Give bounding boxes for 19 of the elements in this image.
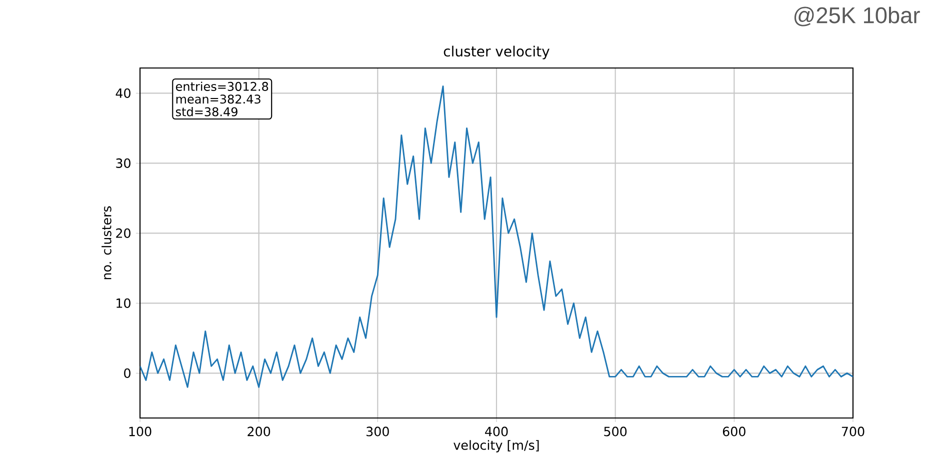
y-tick-label: 0 (124, 368, 130, 378)
x-tick-label: 100 (129, 426, 152, 436)
y-tick-label: 40 (116, 88, 130, 98)
text: @25K 10bar (794, 6, 920, 26)
y-tick-label: 20 (116, 228, 130, 238)
x-tick-label: 500 (604, 426, 627, 436)
y-tick-label: 30 (116, 158, 130, 168)
y-axis-title: no. clusters (102, 206, 112, 280)
x-tick-label: 400 (485, 426, 508, 436)
chart-title: cluster velocity (444, 46, 550, 60)
x-tick-label: 300 (366, 426, 389, 436)
y-tick-label: 10 (116, 298, 130, 308)
x-tick-label: 200 (248, 426, 270, 436)
x-tick-label: 700 (842, 426, 864, 436)
annotation: std=38.49 (176, 107, 238, 116)
x-tick-label: 600 (722, 426, 746, 436)
x-axis-title: velocity [m/s] (454, 440, 539, 452)
annotation: mean=382.43 (176, 94, 260, 104)
annotation: entries=3012.8 (176, 82, 268, 91)
